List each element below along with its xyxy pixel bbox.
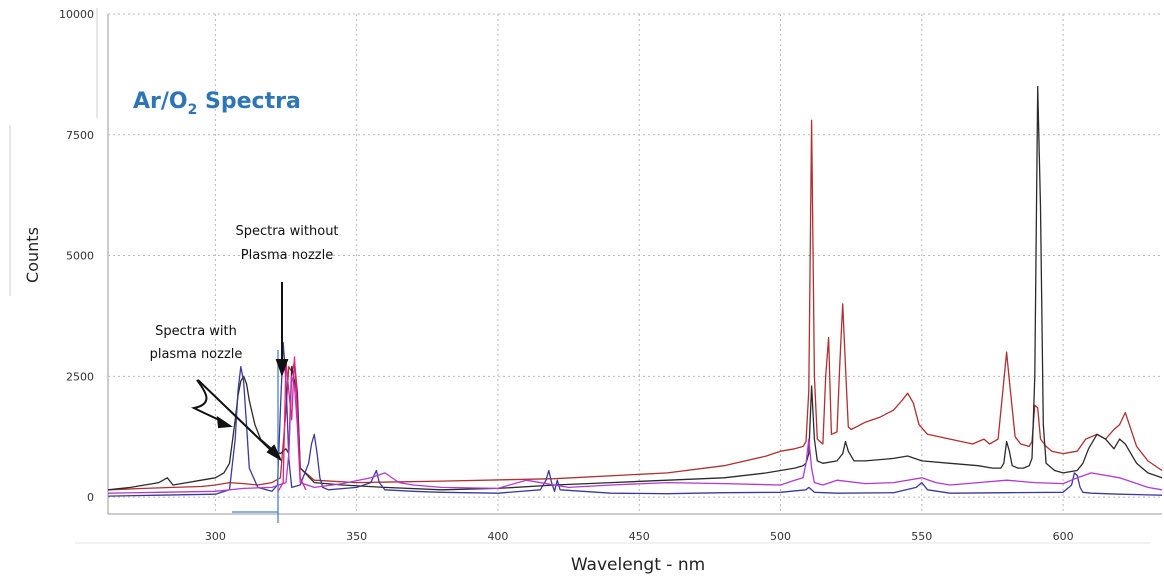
y-tick-label: 10000 xyxy=(59,8,94,21)
annotation-without-nozzle-line1: Spectra without xyxy=(235,224,338,239)
x-tick-label: 350 xyxy=(346,530,367,543)
x-tick-label: 500 xyxy=(770,530,791,543)
x-axis-label: Wavelengt - nm xyxy=(571,555,705,575)
chart-title-tail: Spectra xyxy=(197,89,300,114)
arrowhead-with-nozzle-curve xyxy=(218,418,230,427)
annotation-with-nozzle-line2: plasma nozzle xyxy=(150,347,243,362)
chart-title-subscript: 2 xyxy=(188,102,198,118)
series-layer xyxy=(108,87,1162,497)
series-line-dark-red xyxy=(108,120,1162,490)
series-line-purple xyxy=(108,376,1162,493)
series-line-black xyxy=(108,87,1162,490)
y-axis-label: Counts xyxy=(23,227,42,283)
x-tick-label: 400 xyxy=(487,530,508,543)
y-tick-label: 7500 xyxy=(66,129,94,142)
arrow-with-nozzle-straight xyxy=(198,380,276,455)
y-tick-label: 5000 xyxy=(66,250,94,263)
x-tick-label: 450 xyxy=(629,530,650,543)
x-tick-label: 550 xyxy=(911,530,932,543)
annotation-with-nozzle-line1: Spectra with xyxy=(155,324,237,339)
annotation-without-nozzle-line2: Plasma nozzle xyxy=(241,248,333,263)
chart-title-main: Ar/O xyxy=(133,89,188,114)
x-tick-label: 600 xyxy=(1053,530,1074,543)
series-line-blue xyxy=(108,343,1162,497)
chart-title: Ar/O2 Spectra xyxy=(133,89,301,118)
x-tick-label: 300 xyxy=(205,530,226,543)
y-tick-label: 2500 xyxy=(66,370,94,383)
y-tick-label: 0 xyxy=(87,491,94,504)
